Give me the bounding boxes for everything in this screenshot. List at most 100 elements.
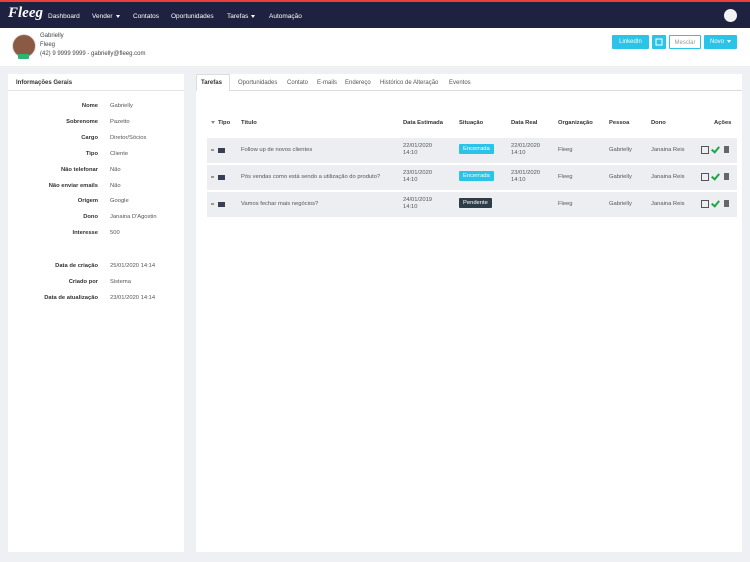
field-label: Cargo <box>81 134 98 141</box>
nav-item[interactable]: Contatos <box>133 13 159 20</box>
field-label: Data de atualização <box>44 295 98 301</box>
tab[interactable]: Tarefas <box>201 80 222 86</box>
delete-action[interactable] <box>724 146 729 153</box>
nav-label: Tarefas <box>227 13 249 20</box>
nav-item[interactable]: Automação <box>269 13 302 20</box>
field-value: Google <box>110 198 129 205</box>
field-value: Cliente <box>110 150 129 157</box>
email-icon <box>218 175 225 180</box>
field-label: Não enviar emails <box>48 182 98 189</box>
column-header[interactable]: Data Real <box>511 120 538 126</box>
email-icon <box>218 148 225 153</box>
merge-button[interactable]: Mesclar <box>669 35 701 49</box>
new-label: Novo <box>709 39 724 45</box>
divider <box>8 90 184 91</box>
field-label: Origem <box>77 198 98 205</box>
caret <box>251 14 256 18</box>
sort-dot <box>211 176 214 178</box>
sort-icon <box>211 121 215 124</box>
tab[interactable]: Histórico de Alteração <box>380 80 439 86</box>
caret <box>115 14 120 18</box>
edit-icon <box>655 38 663 46</box>
top-nav: Fleeg Dashboard Vender Contatos Oportunidad… <box>0 0 750 28</box>
tab[interactable]: Contato <box>287 80 309 86</box>
field-label: Criado por <box>68 279 98 285</box>
column-header[interactable]: Tipo <box>218 120 231 126</box>
task-title[interactable]: Vamos fechar mais negócios? <box>241 201 319 207</box>
tab[interactable]: Endereço <box>345 80 371 86</box>
field-value: 25/01/2020 14:14 <box>110 263 156 269</box>
table-cell: Fleeg <box>558 147 573 153</box>
date-cell: 22/01/2020 14:10 <box>403 143 433 156</box>
email-icon <box>218 202 225 207</box>
table-cell: Fleeg <box>558 201 573 207</box>
nav-item[interactable]: Vender <box>92 13 120 20</box>
field-value: Gabrielly <box>110 103 133 109</box>
delete-action[interactable] <box>724 200 729 207</box>
logo[interactable]: Fleeg <box>8 5 43 21</box>
field-value: 23/01/2020 14:14 <box>110 295 156 301</box>
table-cell: Gabrielly <box>609 201 632 207</box>
tab[interactable]: E-mails <box>317 80 338 86</box>
field-label: Nome <box>81 103 98 109</box>
column-header[interactable]: Pessoa <box>609 120 630 126</box>
field-value: Diretor/Sócios <box>110 134 147 141</box>
nav-item[interactable]: Dashboard <box>48 13 80 20</box>
field-value: Não <box>110 166 121 173</box>
table-cell: Fleeg <box>558 174 573 180</box>
date-cell: 23/01/2020 14:10 <box>403 170 433 183</box>
tab[interactable]: Eventos <box>449 80 471 86</box>
status-badge: Pendente <box>459 198 492 208</box>
contact-avatar <box>12 34 36 58</box>
table-cell: Janaina Reis <box>651 147 685 153</box>
field-value: Janaina D'Agostin <box>110 214 157 221</box>
nav-label: Vender <box>92 13 113 20</box>
field-value: 500 <box>110 230 120 237</box>
sort-dot <box>211 149 214 151</box>
status-badge <box>18 54 29 59</box>
column-header[interactable]: Ações <box>714 120 732 126</box>
field-label: Interesse <box>72 230 98 237</box>
delete-action[interactable] <box>724 173 729 180</box>
column-header[interactable]: Título <box>241 120 257 126</box>
field-value: Sistema <box>110 279 131 285</box>
column-header[interactable]: Dono <box>651 120 666 126</box>
field-label: Não telefonar <box>60 166 98 173</box>
nav-item[interactable]: Tarefas <box>227 13 256 20</box>
caret <box>727 39 731 43</box>
task-title[interactable]: Pós vendas como está sendo a utilização … <box>241 174 381 180</box>
field-label: Data de criação <box>55 263 98 269</box>
sort-dot <box>211 203 214 205</box>
contact-company: Fleeg <box>40 42 56 48</box>
date-cell: 23/01/2020 14:10 <box>511 170 541 183</box>
task-title[interactable]: Follow up de novos clientes <box>241 147 313 153</box>
linkedin-button[interactable]: LinkedIn <box>612 35 649 49</box>
table-cell: Janaina Reis <box>651 174 685 180</box>
column-header[interactable]: Organização <box>558 120 593 126</box>
column-header[interactable]: Situação <box>459 120 484 126</box>
nav-label: Contatos <box>133 13 160 20</box>
new-button[interactable]: Novo <box>704 35 737 49</box>
table-cell: Janaina Reis <box>651 201 685 207</box>
date-cell: 22/01/2020 14:10 <box>511 143 541 156</box>
status-badge: Encerrada <box>459 171 494 181</box>
edit-action[interactable] <box>701 146 709 154</box>
field-value: Pazetto <box>110 118 130 125</box>
tab-divider <box>196 90 742 91</box>
field-value: Não <box>110 182 121 189</box>
edit-button[interactable] <box>652 35 666 49</box>
nav-item[interactable]: Oportunidades <box>171 13 214 20</box>
field-label: Dono <box>83 214 98 221</box>
edit-action[interactable] <box>701 173 709 181</box>
nav-label: Automação <box>269 13 302 20</box>
field-label: Sobrenome <box>66 118 98 125</box>
contact-name: Gabrielly <box>40 33 64 39</box>
user-avatar[interactable] <box>724 9 737 22</box>
field-label: Tipo <box>85 150 98 157</box>
panel-title: Informações Gerais <box>16 80 73 86</box>
tab[interactable]: Oportunidades <box>238 80 278 86</box>
nav-label: Oportunidades <box>171 13 214 20</box>
column-header[interactable]: Data Estimada <box>403 120 443 126</box>
table-cell: Gabrielly <box>609 174 632 180</box>
edit-action[interactable] <box>701 200 709 208</box>
